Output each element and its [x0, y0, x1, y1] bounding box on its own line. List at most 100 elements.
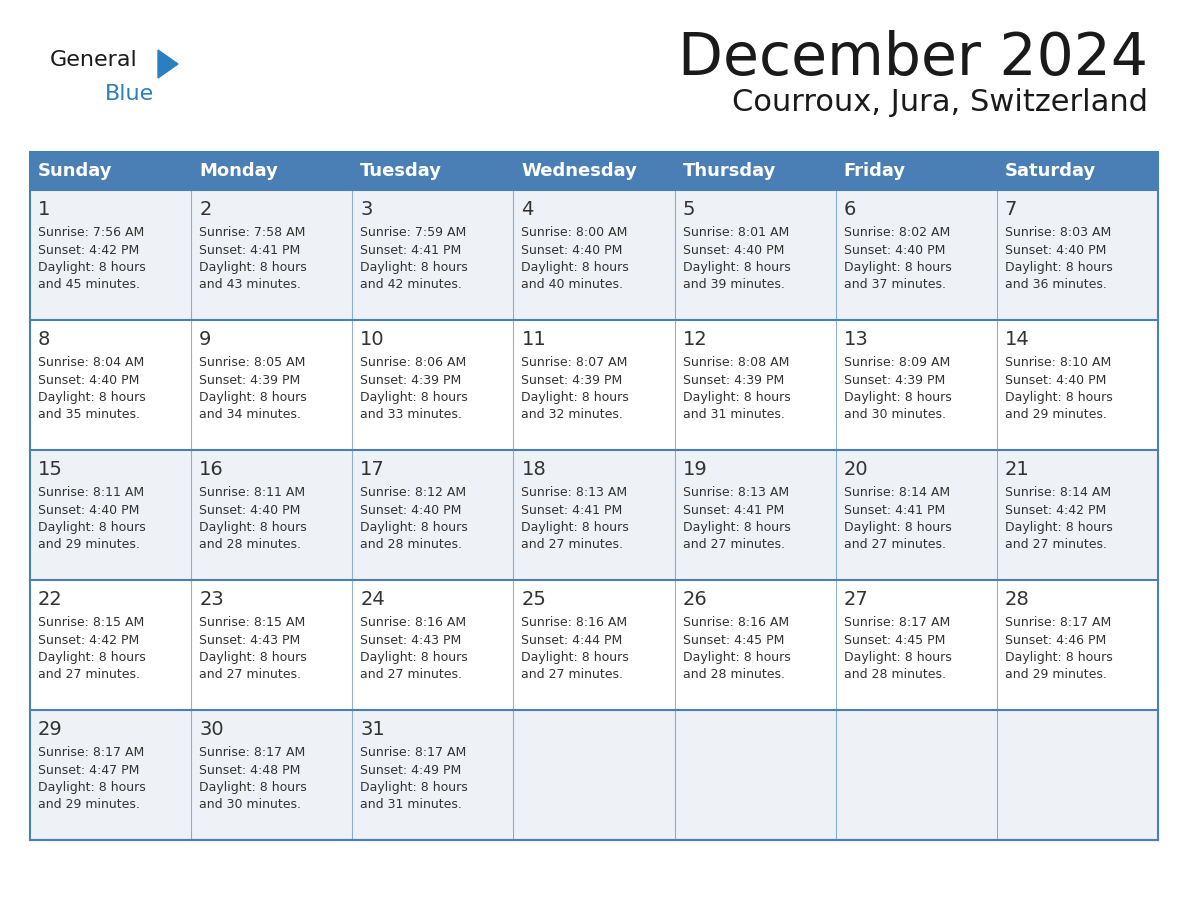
Text: Daylight: 8 hours: Daylight: 8 hours [360, 781, 468, 794]
Text: and 39 minutes.: and 39 minutes. [683, 278, 784, 292]
Text: Sunrise: 8:07 AM: Sunrise: 8:07 AM [522, 356, 627, 369]
Text: and 27 minutes.: and 27 minutes. [38, 668, 140, 681]
Text: Courroux, Jura, Switzerland: Courroux, Jura, Switzerland [732, 88, 1148, 117]
Text: Sunrise: 8:17 AM: Sunrise: 8:17 AM [38, 746, 144, 759]
Text: Sunrise: 8:11 AM: Sunrise: 8:11 AM [200, 486, 305, 499]
Text: Wednesday: Wednesday [522, 162, 637, 180]
Text: Sunrise: 8:08 AM: Sunrise: 8:08 AM [683, 356, 789, 369]
Text: and 27 minutes.: and 27 minutes. [683, 539, 784, 552]
Text: Sunrise: 8:03 AM: Sunrise: 8:03 AM [1005, 226, 1111, 239]
Text: Daylight: 8 hours: Daylight: 8 hours [1005, 651, 1113, 664]
Text: Sunrise: 8:17 AM: Sunrise: 8:17 AM [360, 746, 467, 759]
Text: Sunrise: 8:06 AM: Sunrise: 8:06 AM [360, 356, 467, 369]
Text: 7: 7 [1005, 200, 1017, 219]
Text: Sunset: 4:48 PM: Sunset: 4:48 PM [200, 764, 301, 777]
Text: and 34 minutes.: and 34 minutes. [200, 409, 301, 421]
Text: Sunset: 4:40 PM: Sunset: 4:40 PM [1005, 243, 1106, 256]
Bar [30, 710, 1158, 840]
Text: 31: 31 [360, 720, 385, 739]
Text: December 2024: December 2024 [678, 30, 1148, 87]
Bar [30, 450, 1158, 580]
Bar [30, 580, 1158, 710]
Text: Daylight: 8 hours: Daylight: 8 hours [200, 651, 307, 664]
Bar [30, 152, 1158, 190]
Text: Daylight: 8 hours: Daylight: 8 hours [200, 261, 307, 274]
Text: Sunset: 4:40 PM: Sunset: 4:40 PM [200, 503, 301, 517]
Text: 6: 6 [843, 200, 857, 219]
Text: 24: 24 [360, 590, 385, 609]
Text: 1: 1 [38, 200, 50, 219]
Text: 16: 16 [200, 460, 223, 479]
Text: Sunrise: 7:58 AM: Sunrise: 7:58 AM [200, 226, 305, 239]
Text: Sunrise: 8:01 AM: Sunrise: 8:01 AM [683, 226, 789, 239]
Text: and 27 minutes.: and 27 minutes. [522, 539, 624, 552]
Text: 14: 14 [1005, 330, 1030, 349]
Text: Sunset: 4:41 PM: Sunset: 4:41 PM [683, 503, 784, 517]
Text: Daylight: 8 hours: Daylight: 8 hours [360, 391, 468, 404]
Text: Daylight: 8 hours: Daylight: 8 hours [843, 521, 952, 534]
Text: Daylight: 8 hours: Daylight: 8 hours [200, 781, 307, 794]
Text: Sunrise: 8:17 AM: Sunrise: 8:17 AM [843, 616, 950, 629]
Text: and 32 minutes.: and 32 minutes. [522, 409, 624, 421]
Text: Daylight: 8 hours: Daylight: 8 hours [200, 391, 307, 404]
Text: Daylight: 8 hours: Daylight: 8 hours [683, 391, 790, 404]
Text: Sunrise: 8:11 AM: Sunrise: 8:11 AM [38, 486, 144, 499]
Text: Sunrise: 8:05 AM: Sunrise: 8:05 AM [200, 356, 305, 369]
Text: and 35 minutes.: and 35 minutes. [38, 409, 140, 421]
Text: and 28 minutes.: and 28 minutes. [843, 668, 946, 681]
Text: Daylight: 8 hours: Daylight: 8 hours [843, 261, 952, 274]
Text: Sunrise: 8:14 AM: Sunrise: 8:14 AM [1005, 486, 1111, 499]
Text: Daylight: 8 hours: Daylight: 8 hours [1005, 261, 1113, 274]
Text: 2: 2 [200, 200, 211, 219]
Text: 15: 15 [38, 460, 63, 479]
Text: 13: 13 [843, 330, 868, 349]
Text: and 30 minutes.: and 30 minutes. [200, 799, 301, 812]
Text: Sunset: 4:43 PM: Sunset: 4:43 PM [360, 633, 461, 646]
Text: Sunset: 4:42 PM: Sunset: 4:42 PM [38, 633, 139, 646]
Polygon shape [158, 50, 178, 78]
Text: Sunrise: 8:16 AM: Sunrise: 8:16 AM [522, 616, 627, 629]
Text: Sunday: Sunday [38, 162, 113, 180]
Text: and 28 minutes.: and 28 minutes. [200, 539, 301, 552]
Text: 18: 18 [522, 460, 546, 479]
Text: Sunrise: 8:15 AM: Sunrise: 8:15 AM [200, 616, 305, 629]
Text: Sunrise: 8:15 AM: Sunrise: 8:15 AM [38, 616, 144, 629]
Bar [30, 152, 1158, 840]
Text: Thursday: Thursday [683, 162, 776, 180]
Text: Sunset: 4:40 PM: Sunset: 4:40 PM [1005, 374, 1106, 386]
Text: Saturday: Saturday [1005, 162, 1097, 180]
Bar [30, 320, 1158, 450]
Text: Daylight: 8 hours: Daylight: 8 hours [1005, 391, 1113, 404]
Text: Sunrise: 8:16 AM: Sunrise: 8:16 AM [360, 616, 467, 629]
Text: Daylight: 8 hours: Daylight: 8 hours [522, 391, 630, 404]
Text: Sunset: 4:45 PM: Sunset: 4:45 PM [683, 633, 784, 646]
Text: 26: 26 [683, 590, 707, 609]
Text: Sunset: 4:39 PM: Sunset: 4:39 PM [360, 374, 461, 386]
Text: Daylight: 8 hours: Daylight: 8 hours [683, 651, 790, 664]
Text: Sunrise: 8:17 AM: Sunrise: 8:17 AM [1005, 616, 1111, 629]
Text: and 29 minutes.: and 29 minutes. [38, 539, 140, 552]
Text: and 43 minutes.: and 43 minutes. [200, 278, 301, 292]
Text: Sunset: 4:49 PM: Sunset: 4:49 PM [360, 764, 461, 777]
Text: 28: 28 [1005, 590, 1030, 609]
Text: Sunset: 4:40 PM: Sunset: 4:40 PM [683, 243, 784, 256]
Text: Sunrise: 7:59 AM: Sunrise: 7:59 AM [360, 226, 467, 239]
Text: 21: 21 [1005, 460, 1030, 479]
Text: Sunrise: 8:02 AM: Sunrise: 8:02 AM [843, 226, 950, 239]
Text: 29: 29 [38, 720, 63, 739]
Text: Sunset: 4:47 PM: Sunset: 4:47 PM [38, 764, 139, 777]
Text: and 29 minutes.: and 29 minutes. [1005, 668, 1107, 681]
Text: 25: 25 [522, 590, 546, 609]
Text: Monday: Monday [200, 162, 278, 180]
Text: 20: 20 [843, 460, 868, 479]
Text: and 28 minutes.: and 28 minutes. [360, 539, 462, 552]
Text: Sunset: 4:40 PM: Sunset: 4:40 PM [843, 243, 946, 256]
Text: and 40 minutes.: and 40 minutes. [522, 278, 624, 292]
Text: Daylight: 8 hours: Daylight: 8 hours [360, 261, 468, 274]
Text: Daylight: 8 hours: Daylight: 8 hours [38, 651, 146, 664]
Text: Daylight: 8 hours: Daylight: 8 hours [38, 391, 146, 404]
Text: and 42 minutes.: and 42 minutes. [360, 278, 462, 292]
Text: 12: 12 [683, 330, 707, 349]
Text: 23: 23 [200, 590, 223, 609]
Text: Daylight: 8 hours: Daylight: 8 hours [38, 521, 146, 534]
